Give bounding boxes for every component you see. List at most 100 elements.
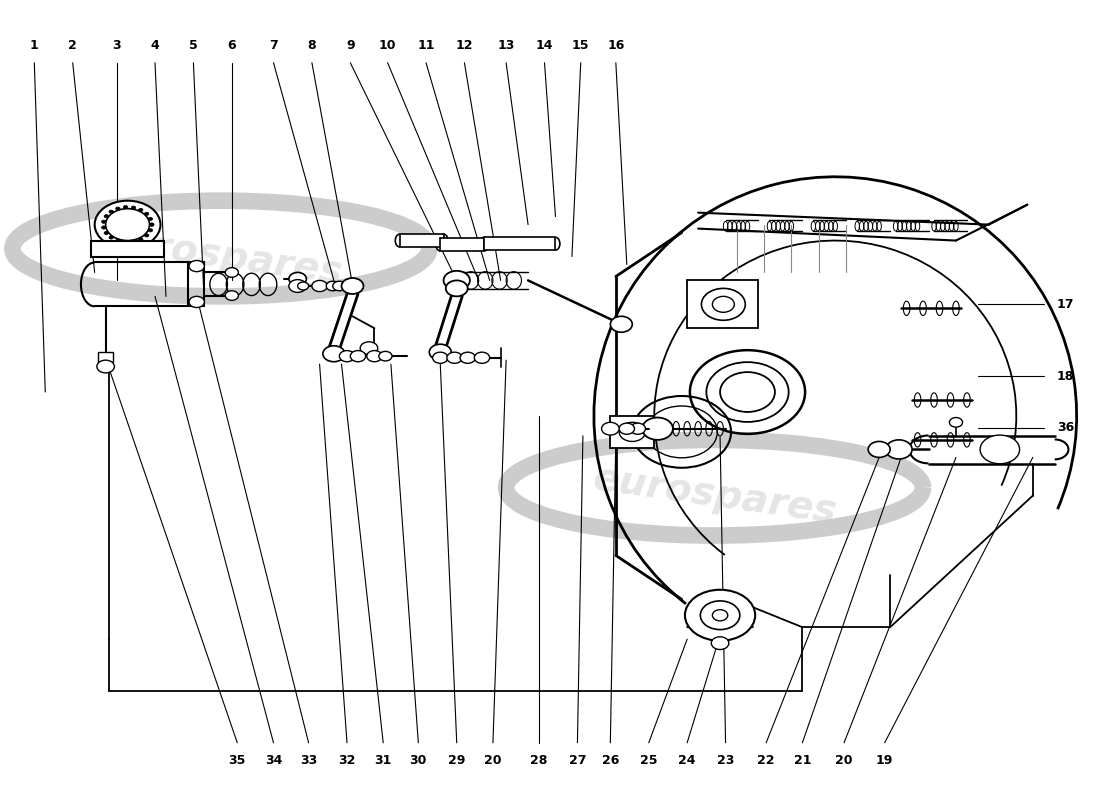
Bar: [484, 238, 556, 250]
Text: 9: 9: [346, 38, 354, 52]
Text: 13: 13: [497, 38, 515, 52]
Circle shape: [226, 290, 239, 300]
Circle shape: [443, 271, 470, 290]
Text: 10: 10: [378, 38, 396, 52]
Bar: [610, 416, 654, 448]
Bar: [440, 238, 484, 251]
Circle shape: [289, 280, 307, 292]
Text: 5: 5: [189, 38, 198, 52]
Circle shape: [332, 282, 345, 290]
Text: 17: 17: [1057, 298, 1075, 311]
Circle shape: [144, 234, 148, 237]
Text: 21: 21: [793, 754, 811, 767]
Circle shape: [980, 435, 1020, 464]
Bar: [688, 281, 759, 328]
Text: 12: 12: [455, 38, 473, 52]
Circle shape: [189, 261, 205, 272]
Text: 32: 32: [339, 754, 355, 767]
Circle shape: [949, 418, 962, 427]
Text: 29: 29: [448, 754, 465, 767]
Text: 31: 31: [374, 754, 392, 767]
Circle shape: [713, 610, 728, 621]
Text: 25: 25: [640, 754, 658, 767]
Circle shape: [116, 239, 120, 242]
Text: 36: 36: [1057, 422, 1075, 434]
Circle shape: [312, 281, 328, 291]
Text: 23: 23: [717, 754, 734, 767]
Text: 30: 30: [409, 754, 427, 767]
Text: 19: 19: [876, 754, 893, 767]
Text: eurospares: eurospares: [591, 460, 839, 531]
Circle shape: [123, 206, 128, 209]
Circle shape: [720, 372, 774, 412]
Circle shape: [366, 350, 382, 362]
Circle shape: [298, 282, 309, 290]
Circle shape: [104, 231, 109, 234]
Circle shape: [701, 601, 740, 630]
Text: 3: 3: [112, 38, 121, 52]
Polygon shape: [91, 241, 164, 257]
Circle shape: [460, 352, 475, 363]
Circle shape: [97, 360, 114, 373]
Circle shape: [602, 422, 619, 435]
Circle shape: [619, 423, 635, 434]
Circle shape: [432, 352, 448, 363]
Circle shape: [702, 288, 746, 320]
Text: 34: 34: [265, 754, 283, 767]
Circle shape: [101, 226, 106, 229]
Circle shape: [116, 207, 120, 210]
Circle shape: [95, 201, 161, 249]
Circle shape: [139, 238, 143, 241]
Text: 7: 7: [270, 38, 278, 52]
Circle shape: [109, 210, 113, 214]
Text: 2: 2: [68, 38, 77, 52]
Circle shape: [148, 229, 153, 232]
Circle shape: [341, 278, 363, 294]
Circle shape: [642, 418, 673, 440]
Circle shape: [447, 352, 462, 363]
Circle shape: [886, 440, 912, 459]
Circle shape: [139, 208, 143, 211]
Circle shape: [131, 206, 135, 210]
Text: 1: 1: [30, 38, 38, 52]
Circle shape: [131, 240, 135, 243]
Circle shape: [474, 352, 490, 363]
Text: 20: 20: [484, 754, 502, 767]
Circle shape: [148, 218, 153, 221]
Text: 28: 28: [530, 754, 548, 767]
Circle shape: [713, 296, 735, 312]
Bar: [98, 352, 113, 362]
Text: eurospares: eurospares: [97, 221, 345, 293]
Text: 11: 11: [417, 38, 434, 52]
Circle shape: [104, 214, 109, 218]
Text: 6: 6: [228, 38, 236, 52]
Text: 35: 35: [229, 754, 246, 767]
Circle shape: [868, 442, 890, 458]
Circle shape: [189, 296, 205, 307]
Circle shape: [150, 223, 154, 226]
Circle shape: [123, 241, 128, 244]
Circle shape: [378, 351, 392, 361]
Text: 8: 8: [308, 38, 316, 52]
Text: 18: 18: [1057, 370, 1075, 382]
Circle shape: [429, 344, 451, 360]
Text: 16: 16: [607, 38, 625, 52]
Circle shape: [101, 220, 106, 223]
Text: 22: 22: [758, 754, 774, 767]
Circle shape: [106, 209, 150, 241]
Circle shape: [712, 637, 729, 650]
Circle shape: [109, 236, 113, 239]
Text: 4: 4: [151, 38, 160, 52]
Circle shape: [323, 346, 344, 362]
Circle shape: [150, 223, 154, 226]
Circle shape: [350, 350, 365, 362]
Circle shape: [327, 282, 339, 290]
Text: 15: 15: [572, 38, 590, 52]
Circle shape: [226, 268, 239, 278]
Circle shape: [289, 273, 307, 285]
Circle shape: [630, 423, 646, 434]
Text: 26: 26: [602, 754, 619, 767]
Circle shape: [685, 590, 756, 641]
Circle shape: [360, 342, 377, 354]
Text: 33: 33: [300, 754, 317, 767]
